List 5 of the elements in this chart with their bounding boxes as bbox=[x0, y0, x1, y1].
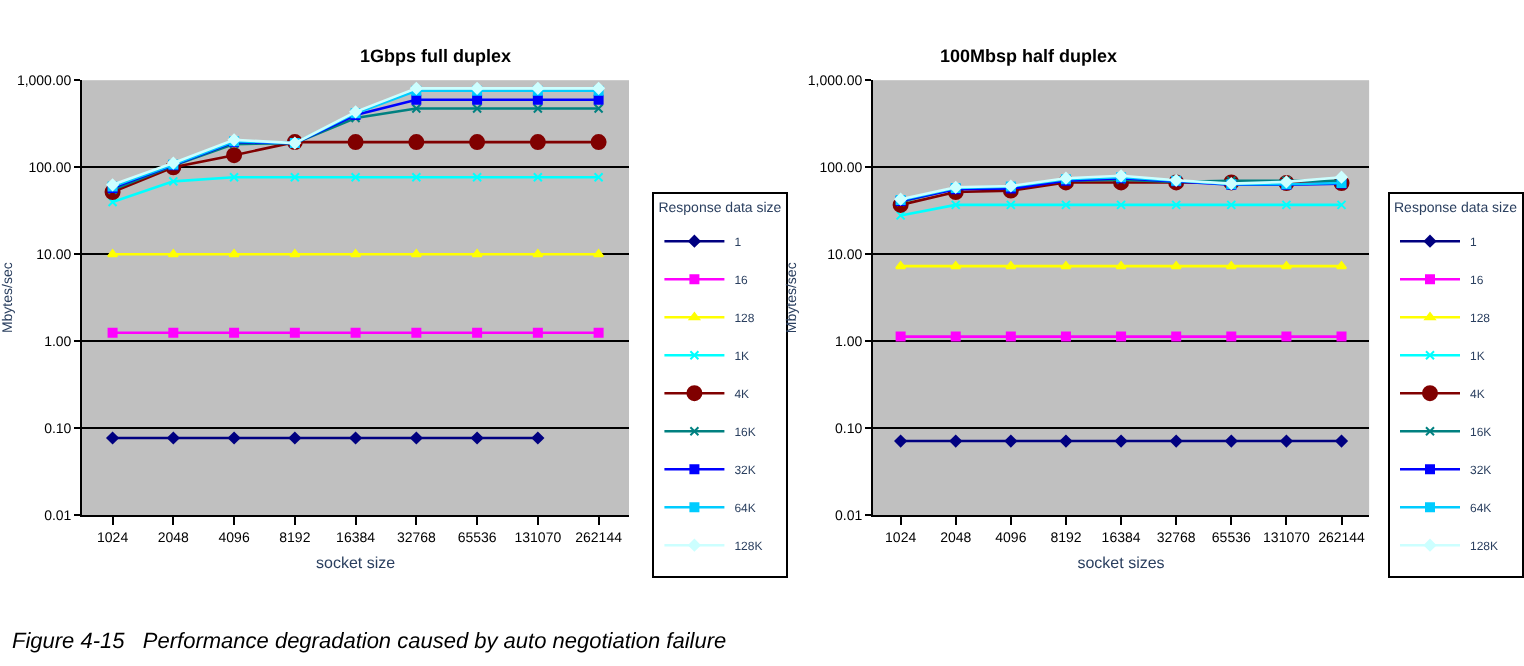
x-axis-title: socket size bbox=[316, 554, 397, 573]
caption: Figure 4-15 Performance degradation caused by auto negotiation failure bbox=[12, 630, 727, 654]
chart-title: 100Mbsp half duplex bbox=[940, 46, 1118, 66]
x-axis-title: socket sizes bbox=[1077, 554, 1165, 573]
chart-title: 1Gbps full duplex bbox=[360, 46, 512, 66]
